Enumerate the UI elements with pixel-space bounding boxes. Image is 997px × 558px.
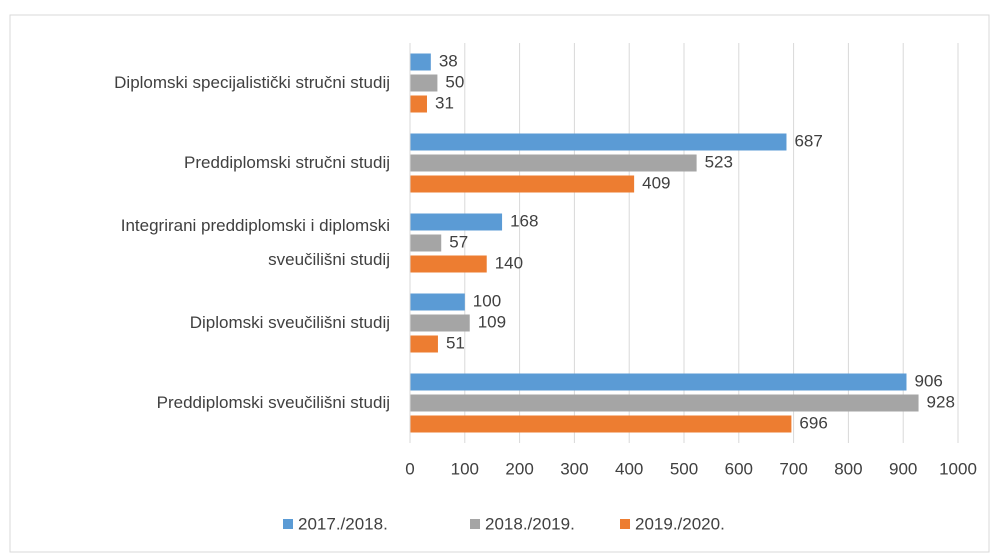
- data-label: 409: [642, 173, 670, 192]
- category-label: Preddiplomski sveučilišni studij: [156, 393, 390, 412]
- x-tick-label: 1000: [939, 459, 977, 478]
- bar: [410, 373, 907, 391]
- bar: [410, 175, 635, 193]
- data-label: 523: [705, 152, 733, 171]
- data-label: 168: [510, 211, 538, 230]
- bar: [410, 53, 431, 71]
- x-tick-label: 500: [670, 459, 698, 478]
- data-label: 109: [478, 312, 506, 331]
- data-label: 906: [914, 371, 942, 390]
- data-label: 51: [446, 333, 465, 352]
- bar: [410, 154, 697, 172]
- x-tick-label: 400: [615, 459, 643, 478]
- data-label: 38: [439, 51, 458, 70]
- data-label: 31: [435, 93, 454, 112]
- bar: [410, 293, 465, 311]
- x-tick-label: 200: [505, 459, 533, 478]
- bar: [410, 74, 438, 92]
- category-label: Preddiplomski stručni studij: [184, 153, 390, 172]
- legend-marker: [620, 519, 630, 529]
- category-label: Diplomski sveučilišni studij: [189, 313, 390, 332]
- x-tick-label: 300: [560, 459, 588, 478]
- x-tick-label: 900: [889, 459, 917, 478]
- legend-marker: [283, 519, 293, 529]
- x-tick-label: 0: [405, 459, 414, 478]
- x-tick-label: 100: [451, 459, 479, 478]
- category-label: Integrirani preddiplomski i diplomski sv…: [120, 216, 390, 269]
- data-label: 50: [445, 72, 464, 91]
- bar: [410, 415, 792, 433]
- data-label: 57: [449, 232, 468, 251]
- x-tick-label: 800: [834, 459, 862, 478]
- legend-marker: [470, 519, 480, 529]
- category-label: Diplomski specijalistički stručni studij: [114, 73, 390, 92]
- data-label: 696: [799, 413, 827, 432]
- data-label: 928: [927, 392, 955, 411]
- legend-label: 2018./2019.: [485, 514, 575, 533]
- bar: [410, 133, 787, 151]
- x-tick-label: 600: [725, 459, 753, 478]
- chart-frame: [9, 14, 990, 553]
- bar: [410, 335, 438, 353]
- legend-label: 2017./2018.: [298, 514, 388, 533]
- data-label: 687: [794, 131, 822, 150]
- bar: [410, 255, 487, 273]
- bar: [410, 95, 427, 113]
- bar: [410, 213, 503, 231]
- x-tick-label: 700: [779, 459, 807, 478]
- data-label: 100: [473, 291, 501, 310]
- data-label: 140: [495, 253, 523, 272]
- legend-label: 2019./2020.: [635, 514, 725, 533]
- bar: [410, 394, 919, 412]
- bar: [410, 234, 442, 252]
- bar: [410, 314, 470, 332]
